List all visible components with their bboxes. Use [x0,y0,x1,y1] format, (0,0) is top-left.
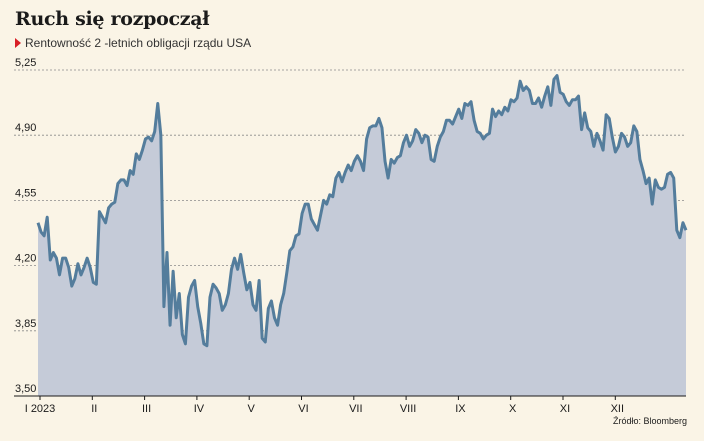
y-tick-label: 3,50 [15,383,36,395]
source-note: Źródło: Bloomberg [612,416,687,426]
x-tick-label: XI [560,403,570,415]
x-tick-label: II [91,403,97,415]
y-tick-label: 5,25 [15,57,36,69]
x-tick-label: IV [194,403,205,415]
x-tick-label: VI [298,403,308,415]
chart-title: Ruch się rozpoczął [15,8,210,30]
chart-subtitle: Rentowność 2 -letnich obligacji rządu US… [25,36,252,50]
chart-subtitle-row: Rentowność 2 -letnich obligacji rządu US… [15,36,251,50]
x-tick-label: I 2023 [25,403,56,415]
y-axis-ticks: 3,50 3,85 4,20 4,55 4,90 5,25 [15,57,36,395]
x-tick-label: IX [455,403,466,415]
x-tick-label: VII [349,403,362,415]
x-axis-ticks: I 2023 II III IV V VI VII VIII IX X XI XII [25,396,624,415]
y-tick-label: 4,90 [15,122,36,134]
x-tick-label: III [142,403,151,415]
red-triangle-icon [15,38,21,48]
y-tick-label: 4,20 [15,253,36,265]
yield-line [36,74,688,348]
x-tick-label: VIII [400,403,417,415]
y-tick-label: 4,55 [15,187,36,199]
x-tick-label: XII [611,403,624,415]
yield-area [38,75,686,396]
y-tick-label: 3,85 [15,318,36,330]
x-tick-label: V [248,403,256,415]
x-tick-label: X [509,403,517,415]
